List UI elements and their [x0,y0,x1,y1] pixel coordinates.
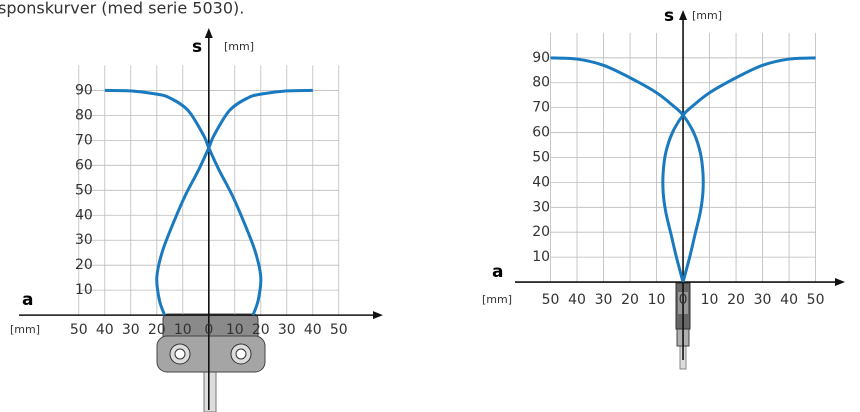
x-axis-unit: [mm] [482,293,512,306]
response-curve [661,56,816,283]
y-tick-label: 20 [532,224,550,240]
x-axis-arrow [835,278,845,287]
y-tick-label: 50 [532,149,550,165]
x-tick-label: 10 [174,322,192,338]
y-tick-label: 20 [75,257,93,273]
x-tick-label: 50 [807,292,825,308]
x-tick-label: 30 [754,292,772,308]
response-curve [104,88,263,316]
y-tick-label: 40 [75,207,93,223]
x-axis-unit: [mm] [10,323,40,336]
y-tick-label: 40 [532,174,550,190]
x-tick-label: 20 [621,292,639,308]
y-tick-label: 30 [532,199,550,215]
response-curve [155,88,313,316]
y-tick-label: 90 [532,50,550,66]
x-tick-label: 50 [330,322,348,338]
x-tick-label: 40 [304,322,322,338]
x-tick-label: 30 [595,292,613,308]
y-axis-unit: [mm] [692,9,722,22]
y-tick-label: 80 [75,107,93,123]
x-tick-label: 50 [542,292,560,308]
x-tick-label: 10 [701,292,719,308]
x-axis-label: a [492,262,503,282]
y-axis-arrow [204,28,213,38]
caption: sponskurver (med serie 5030). [0,0,244,18]
y-tick-label: 60 [532,125,550,141]
y-axis-unit: [mm] [224,40,254,53]
x-tick-label: 0 [204,322,213,338]
y-tick-label: 60 [75,157,93,173]
x-tick-label: 40 [568,292,586,308]
y-tick-label: 30 [75,232,93,248]
response-curve [550,56,705,283]
y-tick-label: 70 [75,132,93,148]
x-tick-label: 40 [96,322,114,338]
x-tick-label: 10 [648,292,666,308]
sensor-left [156,313,266,412]
x-tick-label: 40 [780,292,798,308]
x-tick-label: 20 [252,322,270,338]
y-tick-label: 80 [532,75,550,91]
y-axis-arrow [679,10,688,20]
y-tick-label: 10 [532,249,550,265]
x-tick-label: 20 [148,322,166,338]
y-axis-label: s [664,6,674,26]
x-tick-label: 0 [679,292,688,308]
x-tick-label: 30 [278,322,296,338]
y-tick-label: 90 [75,82,93,98]
x-tick-label: 50 [70,322,88,338]
y-tick-label: 50 [75,182,93,198]
x-tick-label: 10 [226,322,244,338]
y-tick-label: 70 [532,100,550,116]
x-axis-arrow [373,311,383,320]
x-tick-label: 20 [727,292,745,308]
y-tick-label: 10 [75,282,93,298]
x-tick-label: 30 [122,322,140,338]
y-axis-label: s [192,37,202,57]
x-axis-label: a [22,290,33,310]
